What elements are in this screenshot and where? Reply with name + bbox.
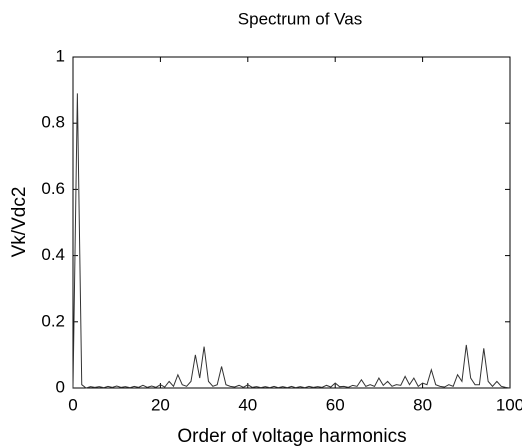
y-tick-label: 0.4 — [41, 245, 65, 264]
y-tick-label: 0 — [56, 377, 65, 396]
chart-title: Spectrum of Vas — [238, 9, 362, 28]
series-line — [72, 93, 511, 389]
x-axis-label: Order of voltage harmonics — [177, 426, 406, 447]
y-tick-label: 0.6 — [41, 179, 65, 198]
x-tick-label: 20 — [151, 395, 170, 414]
x-tick-label: 100 — [496, 395, 522, 414]
plot-frame — [72, 56, 511, 389]
x-tick-label: 60 — [326, 395, 345, 414]
y-tick-label: 0.2 — [41, 311, 65, 330]
x-tick-label: 80 — [413, 395, 432, 414]
y-axis-label: Vk/Vdc2 — [9, 187, 30, 258]
y-tick-label: 0.8 — [41, 113, 65, 132]
x-tick-label: 40 — [238, 395, 257, 414]
y-tick-label: 1 — [56, 46, 65, 65]
x-tick-label: 0 — [68, 395, 77, 414]
